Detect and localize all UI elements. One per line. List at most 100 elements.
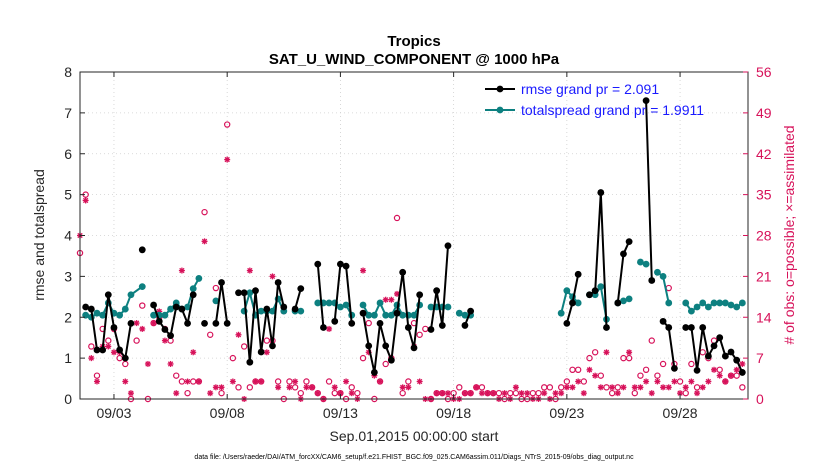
rmse-point bbox=[172, 303, 180, 311]
y-axis-label-right: # of obs: o=possible; ×=assimilated bbox=[781, 125, 797, 344]
y-tick-label-right: 42 bbox=[756, 146, 772, 162]
obs-assimilated-point bbox=[552, 390, 559, 397]
obs-assimilated-point bbox=[648, 390, 655, 397]
totalspread-point bbox=[246, 289, 254, 297]
obs-assimilated-point bbox=[501, 390, 508, 397]
obs-assimilated-point bbox=[512, 384, 519, 391]
totalspread-point bbox=[704, 303, 712, 311]
obs-possible-point bbox=[557, 384, 565, 391]
obs-assimilated-point bbox=[739, 360, 746, 367]
obs-possible-point bbox=[739, 384, 746, 391]
y-tick-label-left: 5 bbox=[64, 187, 72, 203]
x-tick-label: 09/08 bbox=[210, 405, 245, 421]
totalspread-point bbox=[444, 303, 452, 311]
obs-possible-point bbox=[212, 284, 220, 292]
obs-assimilated-point bbox=[133, 320, 140, 327]
obs-possible-point bbox=[133, 337, 140, 344]
obs-possible-point bbox=[642, 366, 650, 374]
obs-assimilated-point bbox=[269, 273, 276, 280]
obs-assimilated-point bbox=[399, 384, 406, 391]
y-tick-label-right: 21 bbox=[756, 268, 772, 284]
obs-assimilated-point bbox=[127, 390, 134, 397]
rmse-point bbox=[297, 285, 305, 293]
obs-assimilated-point bbox=[699, 384, 706, 391]
rmse-point bbox=[218, 279, 225, 286]
obs-possible-point bbox=[88, 343, 95, 350]
obs-possible-point bbox=[495, 389, 503, 397]
obs-possible-point bbox=[235, 384, 242, 391]
rmse-point bbox=[738, 369, 746, 376]
rmse-point bbox=[359, 309, 367, 317]
rmse-point bbox=[150, 301, 157, 309]
rmse-point bbox=[121, 354, 129, 362]
obs-possible-point bbox=[359, 354, 367, 362]
obs-assimilated-point bbox=[184, 378, 191, 385]
rmse-point bbox=[212, 319, 220, 327]
obs-assimilated-point bbox=[394, 290, 401, 297]
rmse-point bbox=[104, 291, 112, 299]
obs-assimilated-point bbox=[478, 390, 485, 397]
rmse-point bbox=[280, 303, 288, 311]
obs-possible-point bbox=[286, 378, 293, 385]
obs-assimilated-point bbox=[286, 384, 293, 391]
rmse-point bbox=[642, 97, 650, 105]
obs-assimilated-point bbox=[167, 360, 174, 367]
obs-assimilated-point bbox=[609, 384, 616, 391]
totalspread-point bbox=[625, 295, 633, 303]
totalspread-point bbox=[659, 272, 667, 280]
rmse-point bbox=[269, 342, 276, 350]
obs-assimilated-point bbox=[626, 349, 633, 356]
axis-ticks: 09/03 09/08 09/13 09/18 09/23 09/280123456780… bbox=[64, 64, 772, 421]
obs-assimilated-point bbox=[637, 384, 644, 391]
obs-assimilated-point bbox=[377, 378, 384, 385]
obs-assimilated-point bbox=[592, 372, 599, 379]
totalspread-point bbox=[637, 258, 644, 266]
rmse-point bbox=[116, 346, 124, 354]
totalspread-point bbox=[427, 303, 435, 311]
rmse-point bbox=[263, 305, 271, 313]
obs-assimilated-point bbox=[444, 390, 451, 397]
obs-assimilated-point bbox=[105, 343, 112, 350]
obs-assimilated-point bbox=[388, 296, 395, 303]
obs-assimilated-point bbox=[518, 390, 525, 397]
obs-possible-point bbox=[574, 366, 582, 374]
totalspread-point bbox=[710, 299, 718, 307]
rmse-point bbox=[201, 319, 208, 327]
totalspread-point bbox=[167, 305, 174, 313]
x-tick-label: 09/23 bbox=[549, 405, 584, 421]
obs-assimilated-point bbox=[586, 366, 593, 373]
totalspread-point bbox=[642, 260, 650, 268]
obs-assimilated-point bbox=[603, 349, 610, 356]
obs-possible-point bbox=[184, 389, 191, 397]
obs-possible-point bbox=[659, 360, 667, 368]
obs-possible-point bbox=[218, 389, 225, 397]
legend: rmse grand pr = 2.091 totalspread grand … bbox=[485, 81, 704, 118]
obs-possible-point bbox=[603, 384, 610, 391]
rmse-point bbox=[320, 324, 327, 331]
totalspread-point bbox=[116, 311, 124, 319]
totalspread-point bbox=[399, 311, 407, 319]
rmse-point bbox=[404, 324, 412, 331]
y-tick-label-left: 7 bbox=[64, 105, 72, 121]
y-tick-label-right: 56 bbox=[756, 64, 772, 80]
obs-assimilated-point bbox=[467, 390, 474, 397]
obs-assimilated-point bbox=[110, 349, 117, 356]
obs-assimilated-point bbox=[580, 390, 587, 397]
legend-marker-totalspread bbox=[496, 106, 504, 114]
totalspread-point bbox=[184, 303, 191, 311]
obs-assimilated-point bbox=[694, 390, 701, 397]
rmse-point bbox=[274, 279, 282, 286]
rmse-point bbox=[331, 317, 339, 325]
rmse-point bbox=[110, 324, 118, 331]
rmse-point bbox=[337, 260, 344, 268]
totalspread-point bbox=[738, 299, 746, 307]
obs-possible-point bbox=[173, 372, 180, 379]
obs-assimilated-point bbox=[382, 296, 389, 303]
rmse-point bbox=[223, 319, 231, 327]
obs-possible-point bbox=[580, 378, 588, 385]
rmse-point bbox=[376, 319, 384, 327]
totalspread-point bbox=[269, 307, 276, 315]
obs-assimilated-point bbox=[292, 378, 299, 385]
obs-possible-point bbox=[201, 208, 208, 216]
totalspread-point bbox=[557, 309, 565, 317]
